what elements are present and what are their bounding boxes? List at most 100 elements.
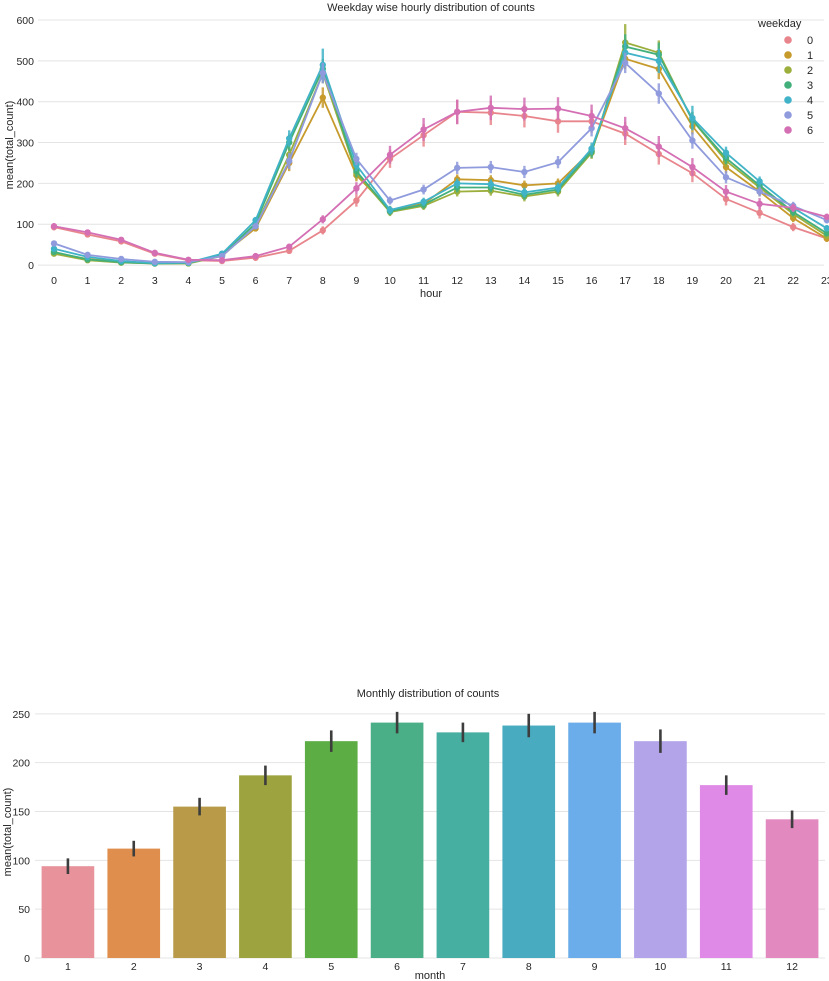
bar-chart-bars [41, 711, 819, 958]
line-chart-y-axis-label: mean(total_count) [4, 101, 16, 190]
line-chart-plot-area [38, 20, 824, 270]
bar-month-12 [765, 819, 819, 958]
bar-month-6 [370, 722, 424, 958]
line-point [790, 223, 797, 231]
line-chart-y-tick-labels: 0 100 200 300 400 500 600 [16, 15, 34, 272]
bar-month-10 [634, 741, 687, 958]
line-chart-x-tick: 21 [754, 275, 766, 287]
line-chart-x-tick: 13 [485, 275, 497, 287]
line-point [823, 225, 829, 232]
line-point [84, 229, 91, 236]
bar-chart-gridlines [35, 713, 825, 959]
line-path [53, 106, 828, 262]
line-point [554, 184, 562, 191]
line-chart-x-tick: 15 [552, 275, 564, 287]
bar-chart-x-tick: 11 [721, 961, 732, 973]
bar-month-5 [304, 741, 358, 958]
line-point [118, 236, 125, 243]
line-chart-x-tick: 19 [687, 275, 699, 287]
line-chart-title: Weekday wise hourly distribution of coun… [327, 2, 535, 14]
bar-chart-y-tick: 100 [12, 855, 30, 867]
line-chart-x-tick: 1 [85, 275, 91, 287]
bar-chart: Monthly distribution of counts 050100150… [2, 688, 825, 981]
bar-month-2 [107, 848, 161, 958]
line-chart-x-tick: 5 [219, 275, 225, 287]
line-chart-y-tick: 500 [16, 56, 34, 68]
line-point [521, 168, 528, 176]
bar-chart-x-tick: 3 [197, 961, 203, 973]
legend-item-label: 0 [807, 35, 813, 47]
line-chart-x-tick: 7 [286, 275, 292, 287]
line-point [454, 164, 461, 172]
bar-chart-x-tick: 1 [65, 961, 71, 973]
line-chart-x-tick: 0 [51, 275, 57, 287]
bar-month-1 [41, 866, 95, 958]
legend-marker [784, 36, 792, 44]
bar-chart-y-axis-label: mean(total_count) [2, 788, 14, 877]
line-point [386, 197, 394, 204]
line-chart-x-tick: 20 [720, 275, 732, 287]
line-chart-series [50, 24, 829, 267]
line-point [185, 256, 192, 263]
line-point [756, 209, 763, 217]
line-point [252, 223, 259, 230]
line-point [655, 57, 662, 65]
line-point [756, 200, 763, 208]
line-chart-x-tick: 3 [152, 275, 158, 287]
line-point [622, 59, 629, 67]
line-chart-x-tick: 4 [185, 275, 191, 287]
line-chart-x-tick: 17 [619, 275, 631, 287]
bar-chart-y-tick: 50 [18, 904, 30, 916]
line-point [588, 145, 595, 152]
line-point [353, 155, 360, 163]
line-point [554, 105, 562, 112]
line-chart-x-tick: 11 [418, 275, 429, 287]
line-point [386, 151, 394, 159]
bar-chart-plot-area [35, 706, 825, 958]
bar-month-11 [699, 785, 753, 958]
line-point [454, 108, 461, 116]
legend-marker [784, 66, 792, 74]
legend-item-label: 3 [807, 80, 813, 92]
line-point [50, 223, 58, 230]
line-chart-gridlines [38, 19, 824, 266]
bar-chart-y-tick: 150 [12, 806, 30, 818]
legend-title: weekday [757, 18, 802, 30]
line-point [487, 163, 494, 171]
line-point [689, 163, 696, 171]
legend-item-label: 6 [807, 125, 813, 137]
line-chart-x-tick: 10 [384, 275, 396, 287]
line-point [286, 157, 293, 165]
line-point [823, 230, 829, 237]
line-point [722, 195, 730, 203]
line-point [521, 105, 528, 113]
line-point [454, 180, 461, 187]
line-chart-y-tick: 300 [16, 138, 34, 150]
line-path [53, 61, 828, 264]
line-point [588, 112, 595, 120]
bar-month-8 [502, 725, 556, 958]
legend-marker [784, 51, 792, 59]
line-point [588, 125, 595, 132]
line-point [50, 240, 58, 247]
legend-marker [784, 111, 792, 119]
bar-chart-x-tick: 8 [526, 961, 532, 973]
line-point [353, 197, 360, 204]
line-point [319, 216, 326, 223]
line-point [756, 188, 763, 195]
bar-month-3 [173, 806, 226, 958]
line-point [151, 258, 158, 266]
line-point [655, 143, 662, 150]
line-point [118, 255, 125, 263]
line-chart-x-tick: 8 [320, 275, 326, 287]
line-point [151, 249, 158, 257]
bar-month-9 [568, 722, 621, 958]
line-point [790, 204, 797, 212]
line-chart-y-tick: 400 [16, 97, 34, 109]
line-point [218, 256, 226, 264]
line-point [319, 69, 326, 77]
bar-chart-x-tick-labels: 1 2 3 4 5 6 7 8 9 10 11 12 [65, 961, 798, 973]
line-point [554, 158, 562, 166]
line-point [487, 104, 494, 112]
line-point [319, 227, 326, 234]
